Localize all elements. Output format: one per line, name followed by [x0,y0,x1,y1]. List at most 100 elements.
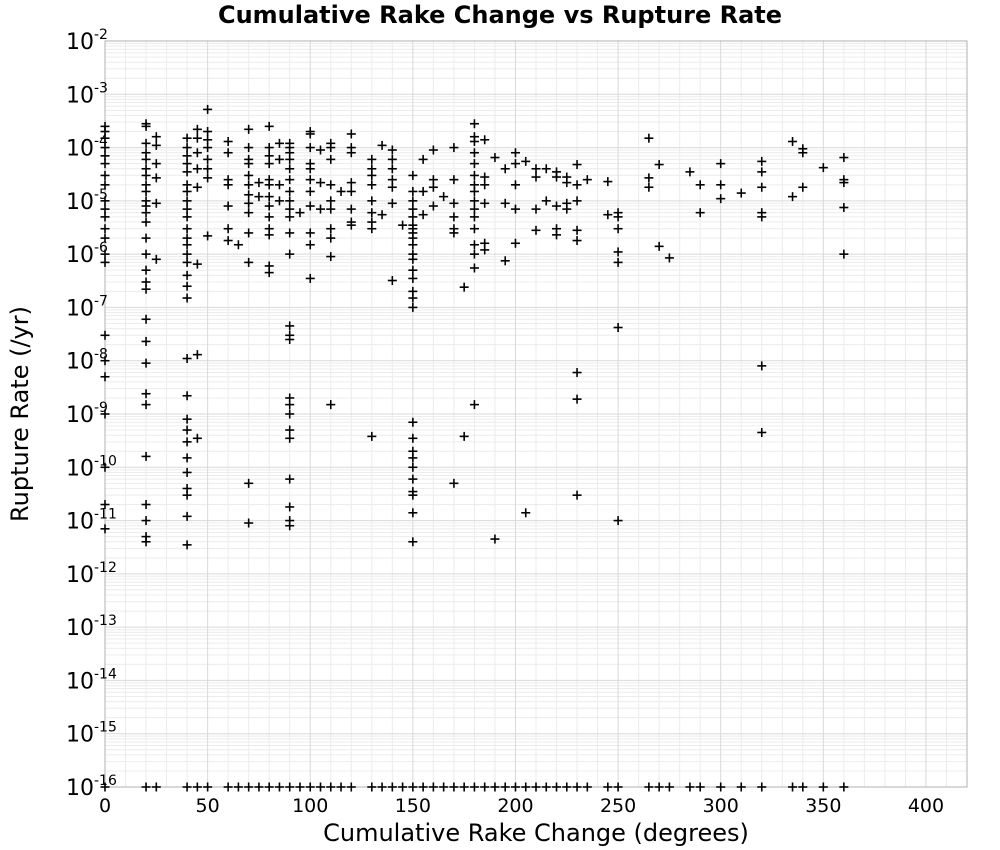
data-point [695,208,705,218]
data-point [572,394,582,404]
data-point [244,143,254,153]
data-point [459,431,469,441]
data-point [469,196,479,206]
data-point [449,782,459,792]
data-point [203,135,213,145]
data-point [141,154,151,164]
data-point [295,782,305,792]
data-point [408,462,418,472]
data-point [490,782,500,792]
data-point [408,474,418,484]
data-point [203,173,213,183]
data-point [182,453,192,463]
data-point [839,178,849,188]
data-point [203,127,213,137]
data-point [480,172,490,182]
data-point [182,540,192,550]
data-point [244,478,254,488]
y-tick-label: 10-11 [66,507,117,535]
data-point [582,782,592,792]
data-point [346,129,356,139]
data-point [387,145,397,155]
data-point [552,782,562,792]
data-point [582,175,592,185]
data-point [100,133,110,143]
data-point [603,782,613,792]
data-point [141,284,151,294]
data-point [100,257,110,267]
data-point [141,358,151,368]
data-point [326,233,336,243]
data-point [285,204,295,214]
data-point [428,182,438,192]
data-point [449,175,459,185]
data-point [141,265,151,275]
data-point [192,148,202,158]
data-point [141,400,151,410]
data-point [223,136,233,146]
data-point [377,140,387,150]
data-point [326,143,336,153]
data-point [203,782,213,792]
data-point [244,180,254,190]
data-point [305,143,315,153]
data-point [469,240,479,250]
data-point [788,782,798,792]
data-point [182,782,192,792]
data-point [100,159,110,169]
data-point [367,208,377,218]
data-point [480,135,490,145]
data-point [151,254,161,264]
data-point [192,182,202,192]
data-point [408,508,418,518]
data-point [182,167,192,177]
data-point [316,204,325,214]
data-point [203,164,213,174]
data-point [521,508,531,518]
data-point [654,241,664,251]
data-point [716,159,726,169]
data-point [757,167,767,177]
data-point [100,782,110,792]
data-point [233,782,243,792]
data-point [603,177,613,187]
data-point [541,164,551,174]
data-point [285,175,295,185]
data-point [490,534,500,544]
y-tick-label: 10-12 [66,560,117,588]
data-point [223,180,233,190]
data-point [182,467,192,477]
chart-title: Cumulative Rake Change vs Rupture Rate [218,1,782,29]
data-point [572,236,582,246]
data-point [387,276,397,286]
data-point [408,537,418,547]
data-point [203,104,213,114]
data-point [449,478,459,488]
data-point [572,160,582,170]
y-tick-label: 10-3 [66,80,108,108]
data-point [346,148,356,158]
x-tick-label: 100 [292,795,328,817]
data-point [182,159,192,169]
data-point [182,293,192,303]
data-point [644,182,654,192]
data-point [480,782,490,792]
data-point [285,154,295,164]
data-point [572,180,582,190]
data-point [613,323,623,333]
data-point [562,782,572,792]
y-axis: 10-16 10-15 10-14 10-13 10-12 10-11 10-10 10-9 1… [66,27,117,801]
data-point [428,782,438,792]
data-point [644,173,654,183]
data-point [377,210,387,220]
data-point [695,782,705,792]
data-point [480,180,490,190]
data-point [285,425,295,435]
data-point [141,451,151,461]
data-point [223,236,233,246]
data-point [100,233,110,243]
y-tick-label: 10-10 [66,453,117,481]
data-point [408,453,418,463]
